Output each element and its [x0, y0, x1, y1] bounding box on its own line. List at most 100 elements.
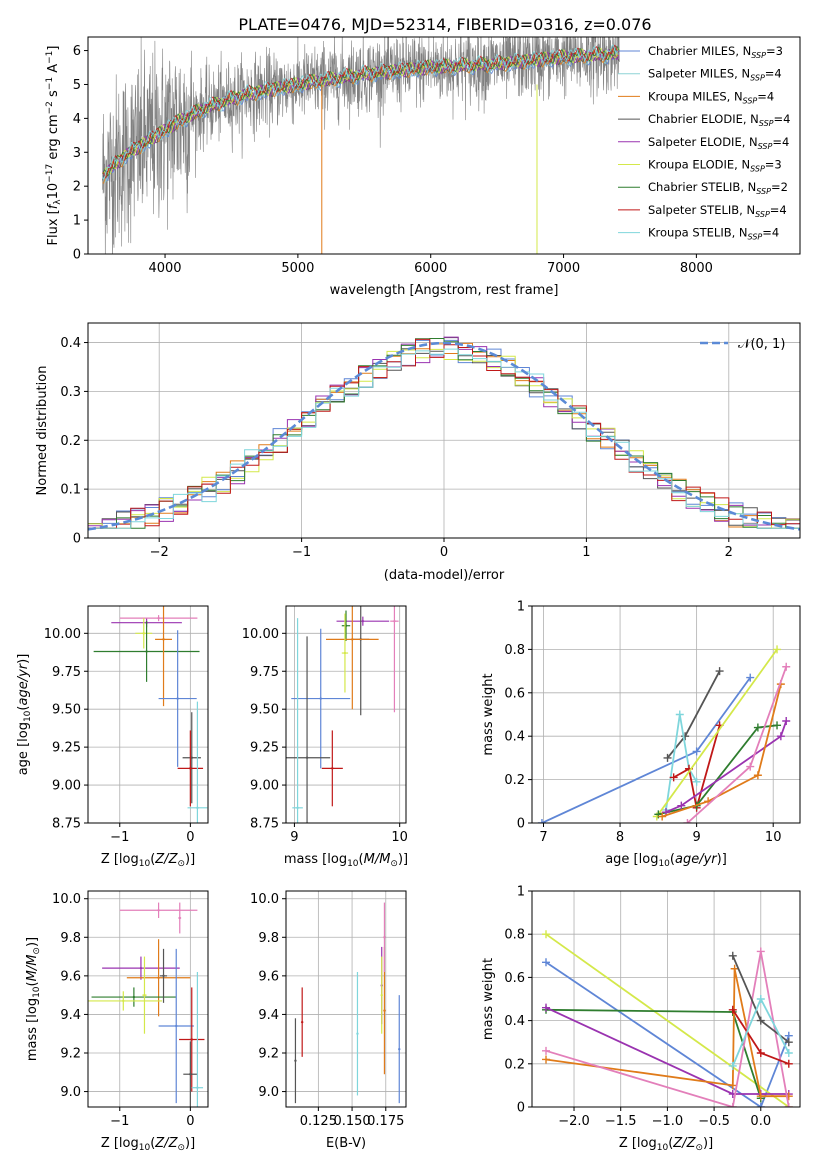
- y-tick-label: 0.4: [60, 336, 81, 351]
- panel-mass_vs_Z: −1 0 9.0 9.2 9.4 9.6 9.8 10.0: [52, 890, 209, 1129]
- label-part: (: [670, 852, 675, 867]
- weight-marker: [728, 1081, 737, 1090]
- y-tick-label: 9.75: [250, 665, 279, 680]
- axes-frame: [531, 605, 801, 824]
- y-label-part: −2: [45, 101, 55, 114]
- panel-weight_vs_Z: −2.0 −1.5 −1.0 −0.5 0.0 0 0.2 0.4 0.6 0.8 1: [504, 885, 801, 1129]
- label-part: Z [log: [101, 1136, 139, 1151]
- label-sub: ⊙: [390, 859, 398, 869]
- weight-marker: [784, 1059, 793, 1068]
- weight-series-1: [545, 933, 790, 1107]
- y-tick-label: 10.00: [44, 627, 81, 642]
- y-tick-label: 5: [73, 78, 81, 93]
- y-label-part: −1: [45, 51, 55, 64]
- label-part: M/M: [364, 852, 391, 867]
- legend-text: Kroupa STELIB, N: [648, 226, 748, 240]
- data-point: [380, 993, 383, 997]
- legend-sub: SSP: [755, 210, 770, 219]
- x-tick-label: 0: [440, 545, 448, 560]
- weight-series-2: [665, 714, 698, 811]
- x-tick-label: 6000: [414, 261, 447, 276]
- legend-entry: Chabrier STELIB, NSSP=2: [648, 180, 788, 196]
- y-tick-label: 0.2: [504, 773, 525, 788]
- label-part: M/M: [25, 955, 40, 982]
- legend-sub: SSP: [759, 119, 774, 128]
- legend-text: =4: [765, 67, 782, 81]
- plot-area-mass_vs_Z: [88, 902, 205, 1107]
- y-tick-label: 0.4: [504, 730, 525, 745]
- legend-sub: SSP: [743, 96, 758, 105]
- y-tick-label: 9.6: [258, 969, 279, 984]
- data-point: [189, 1073, 192, 1076]
- y-tick-label: 9.8: [60, 931, 81, 946]
- label-part: (: [150, 1136, 155, 1151]
- label-sub: 10: [657, 1143, 669, 1153]
- x-tick-label: 0.0: [750, 1114, 771, 1129]
- y-label-part: A: [46, 64, 61, 77]
- data-point: [132, 995, 136, 999]
- legend-text: =4: [757, 89, 774, 103]
- y-label-part: −1: [45, 77, 55, 90]
- data-point: [351, 638, 354, 641]
- weight-marker: [692, 777, 701, 786]
- panel-spectrum: 4000 5000 6000 7000 8000 0 1 2 3 4 5 6: [73, 36, 801, 276]
- data-point: [143, 993, 146, 997]
- y-label-part: ]: [46, 46, 61, 51]
- y-tick-label: 0: [73, 532, 81, 547]
- data-point: [331, 767, 334, 770]
- label-part: (: [359, 852, 364, 867]
- plot-area-weight_vs_Z: [542, 930, 793, 1107]
- y-tick-label: 9.6: [60, 969, 81, 984]
- x-tick-label: 8: [616, 830, 624, 845]
- data-point: [296, 806, 299, 810]
- legend-text: Kroupa MILES, N: [648, 89, 743, 103]
- data-point: [398, 1047, 401, 1051]
- data-point: [142, 632, 145, 635]
- weight-marker: [773, 645, 782, 654]
- label-part: )]: [717, 852, 727, 867]
- legend-text: =2: [771, 180, 788, 194]
- y-axis-label: Flux [fλ10−17 erg cm−2 s−1 A−1]: [45, 46, 63, 246]
- weight-series-4: [656, 648, 778, 818]
- x-tick-label: 5000: [281, 261, 314, 276]
- label-part: )]: [703, 1136, 713, 1151]
- weight-marker: [542, 930, 551, 939]
- y-tick-label: 0: [517, 1101, 525, 1116]
- weight-marker: [542, 1003, 551, 1012]
- y-tick-label: 0.1: [60, 483, 81, 498]
- model-spectrum-7: [102, 44, 620, 179]
- y-tick-label: 9.2: [258, 1047, 279, 1062]
- y-tick-label: 9.00: [250, 779, 279, 794]
- legend-text: Salpeter MILES, N: [648, 67, 750, 81]
- plot-area-mass_vs_ebv: [294, 902, 401, 1104]
- histogram-series-7: [88, 348, 800, 529]
- y-tick-label: 1: [73, 214, 81, 229]
- label-part: age [log: [605, 852, 658, 867]
- data-point: [190, 756, 193, 759]
- data-point: [361, 619, 365, 623]
- label-sub: ⊙: [177, 859, 185, 869]
- label-sub: ⊙: [695, 1143, 703, 1153]
- x-tick-label: −1: [110, 1114, 129, 1129]
- weight-marker: [753, 771, 762, 780]
- axes-frame: [285, 890, 407, 1108]
- x-tick-label: −1.0: [652, 1114, 684, 1129]
- label-part: age [log: [16, 722, 31, 775]
- weight-marker: [784, 1049, 793, 1057]
- data-point: [162, 638, 165, 641]
- plot-area-weight_vs_age: [537, 645, 791, 823]
- legend-entry: Kroupa MILES, NSSP=4: [648, 89, 774, 105]
- x-tick-label: −1.5: [605, 1114, 637, 1129]
- data-point: [300, 1020, 304, 1024]
- y-tick-label: 9.50: [250, 703, 279, 718]
- legend-text: Salpeter ELODIE, N: [648, 135, 758, 149]
- weight-marker: [677, 801, 686, 810]
- x-tick-label: −2: [150, 545, 169, 560]
- data-point: [383, 936, 386, 939]
- plot-area-residuals: [88, 336, 800, 531]
- legend-entry: Kroupa ELODIE, NSSP=3: [648, 158, 782, 174]
- y-tick-label: 1: [517, 885, 525, 900]
- weight-marker: [728, 1005, 737, 1014]
- x-tick-label: −1: [110, 830, 129, 845]
